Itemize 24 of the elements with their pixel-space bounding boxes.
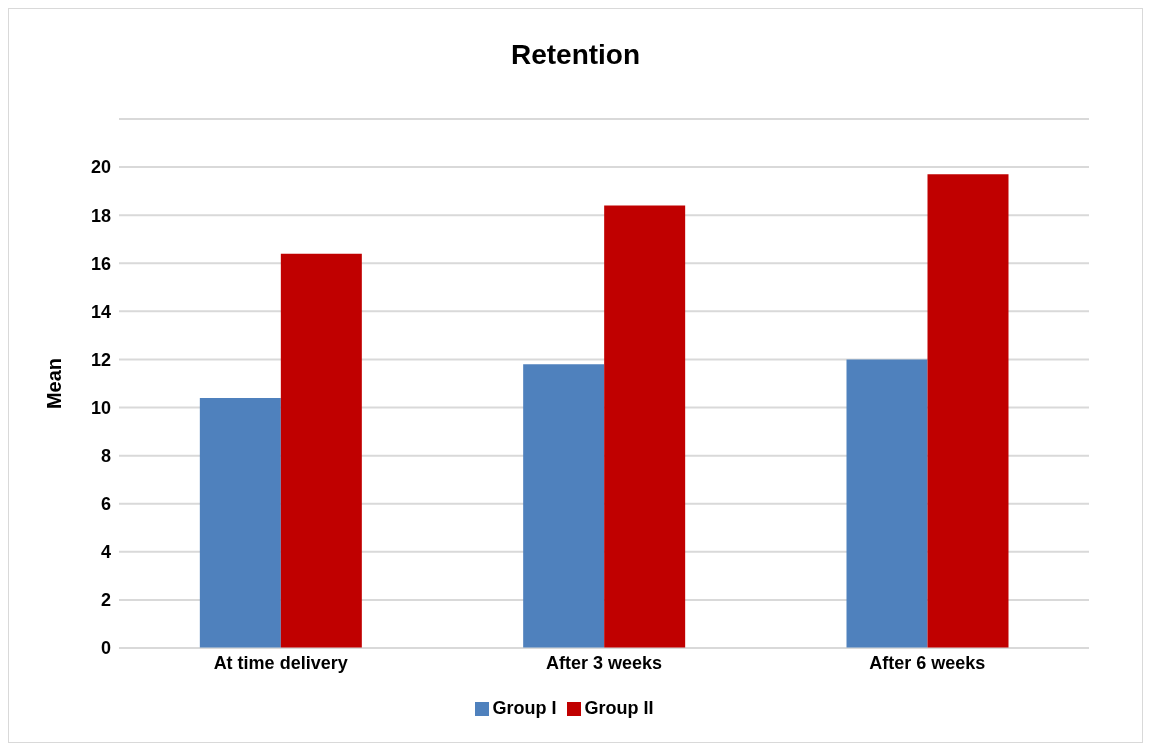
y-tick-label: 0	[100, 638, 111, 659]
bar	[846, 359, 928, 648]
legend-label: Group II	[584, 698, 654, 718]
legend-label: Group I	[492, 698, 557, 718]
bar	[199, 397, 281, 648]
y-tick-label: 2	[100, 590, 111, 611]
chart-title: Retention	[509, 38, 642, 72]
y-tick-label: 10	[90, 397, 111, 418]
y-tick-label: 16	[90, 253, 111, 274]
x-tick-label: At time delivery	[213, 652, 348, 673]
y-axis-title: Mean	[43, 357, 66, 410]
y-tick-label: 12	[90, 349, 111, 370]
y-tick-label: 20	[90, 157, 111, 178]
bar	[927, 174, 1009, 648]
y-tick-label: 6	[100, 494, 111, 515]
x-tick-label: After 6 weeks	[869, 652, 986, 673]
bar	[280, 253, 362, 648]
bar	[523, 364, 605, 648]
y-tick-label: 14	[90, 301, 111, 322]
x-tick-label: After 3 weeks	[545, 652, 663, 673]
y-tick-label: 4	[100, 542, 111, 563]
bar	[604, 205, 686, 648]
y-tick-label: 18	[90, 205, 111, 226]
y-tick-label: 8	[100, 446, 111, 467]
